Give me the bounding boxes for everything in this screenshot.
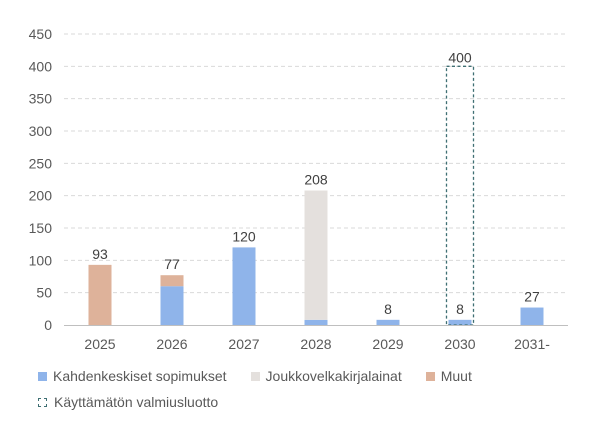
legend-item-valmiusluotto: Käyttämätön valmiusluotto bbox=[38, 394, 218, 410]
legend-item-muut: Muut bbox=[425, 368, 472, 384]
data-label-2026: 77 bbox=[164, 256, 180, 272]
legend-row-facility: Käyttämätön valmiusluotto bbox=[38, 392, 578, 412]
bar-2029-series-0 bbox=[376, 319, 400, 325]
bar-chart: 0 50 100 150 200 250 300 350 400 450 400 93 2025 77 20… bbox=[29, 26, 568, 352]
bar-2030-series-0 bbox=[448, 319, 472, 325]
y-tick-label-300: 300 bbox=[29, 123, 53, 139]
legend-label-kahdenkeskiset: Kahdenkeskiset sopimukset bbox=[53, 368, 227, 384]
x-tick-label-2031-: 2031- bbox=[514, 336, 550, 352]
bar-2027-series-0 bbox=[232, 247, 256, 325]
data-label-2028: 208 bbox=[304, 171, 328, 187]
legend-swatch-muut bbox=[425, 371, 435, 381]
y-tick-label-400: 400 bbox=[29, 58, 53, 74]
legend-item-kahdenkeskiset: Kahdenkeskiset sopimukset bbox=[38, 368, 227, 384]
x-tick-label-2027: 2027 bbox=[228, 336, 259, 352]
data-label-2030: 8 bbox=[456, 301, 464, 317]
legend-label-joukkovelkakirjalainat: Joukkovelkakirjalainat bbox=[265, 368, 402, 384]
data-label-2025: 93 bbox=[92, 246, 108, 262]
legend-label-muut: Muut bbox=[440, 368, 472, 384]
x-tick-label-2029: 2029 bbox=[372, 336, 403, 352]
y-tick-label-150: 150 bbox=[29, 220, 53, 236]
legend-label-valmiusluotto: Käyttämätön valmiusluotto bbox=[54, 394, 219, 410]
legend-item-joukkovelkakirjalainat: Joukkovelkakirjalainat bbox=[250, 368, 402, 384]
x-tick-label-2030: 2030 bbox=[444, 336, 475, 352]
x-tick-label-2026: 2026 bbox=[156, 336, 187, 352]
bar-2025-series-2 bbox=[88, 264, 112, 325]
bar-2028-series-1 bbox=[304, 190, 328, 320]
y-tick-label-50: 50 bbox=[36, 285, 52, 301]
bar-2026-series-0 bbox=[160, 286, 184, 325]
x-tick-label-2025: 2025 bbox=[84, 336, 115, 352]
legend-swatch-joukkovelkakirjalainat bbox=[250, 371, 260, 381]
x-tick-label-2028: 2028 bbox=[300, 336, 331, 352]
y-tick-label-350: 350 bbox=[29, 91, 53, 107]
legend-swatch-kahdenkeskiset bbox=[38, 371, 47, 381]
y-tick-label-100: 100 bbox=[29, 252, 53, 268]
y-tick-label-200: 200 bbox=[29, 188, 53, 204]
unused-facility-label: 400 bbox=[448, 49, 472, 65]
bar-2028-series-0 bbox=[304, 319, 328, 325]
legend: Kahdenkeskiset sopimukset Joukkovelkakir… bbox=[38, 366, 578, 418]
legend-swatch-valmiusluotto bbox=[38, 397, 47, 407]
y-tick-label-250: 250 bbox=[29, 155, 53, 171]
legend-row-series: Kahdenkeskiset sopimukset Joukkovelkakir… bbox=[38, 366, 578, 386]
y-tick-label-0: 0 bbox=[44, 317, 52, 333]
data-label-2027: 120 bbox=[232, 228, 256, 244]
bar-2026-series-2 bbox=[160, 275, 184, 287]
data-label-2031-: 27 bbox=[524, 289, 540, 305]
bar-2031--series-0 bbox=[520, 307, 544, 325]
data-label-2029: 8 bbox=[384, 301, 392, 317]
y-tick-label-450: 450 bbox=[29, 26, 53, 42]
